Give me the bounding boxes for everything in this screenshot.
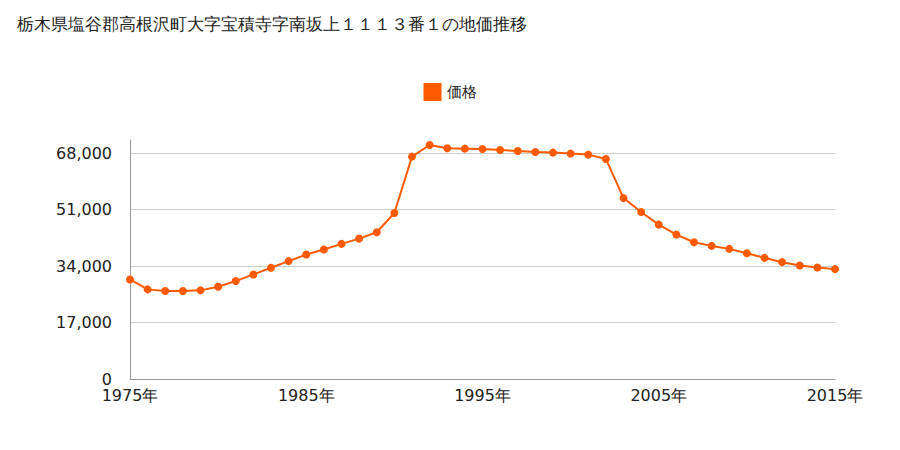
svg-text:0: 0 bbox=[101, 369, 112, 389]
svg-text:2005年: 2005年 bbox=[630, 386, 687, 405]
svg-text:1995年: 1995年 bbox=[454, 386, 511, 405]
svg-text:1975年: 1975年 bbox=[102, 386, 159, 405]
svg-text:17,000: 17,000 bbox=[56, 313, 112, 332]
svg-text:34,000: 34,000 bbox=[56, 257, 112, 276]
svg-text:価格: 価格 bbox=[447, 83, 477, 101]
svg-text:栃木県塩谷郡高根沢町大字宝積寺字南坂上１１１３番１の地価推移: 栃木県塩谷郡高根沢町大字宝積寺字南坂上１１１３番１の地価推移 bbox=[17, 14, 527, 34]
svg-text:68,000: 68,000 bbox=[56, 144, 112, 163]
svg-text:51,000: 51,000 bbox=[56, 200, 112, 219]
svg-text:1985年: 1985年 bbox=[278, 386, 335, 405]
svg-text:2015年: 2015年 bbox=[807, 386, 864, 405]
